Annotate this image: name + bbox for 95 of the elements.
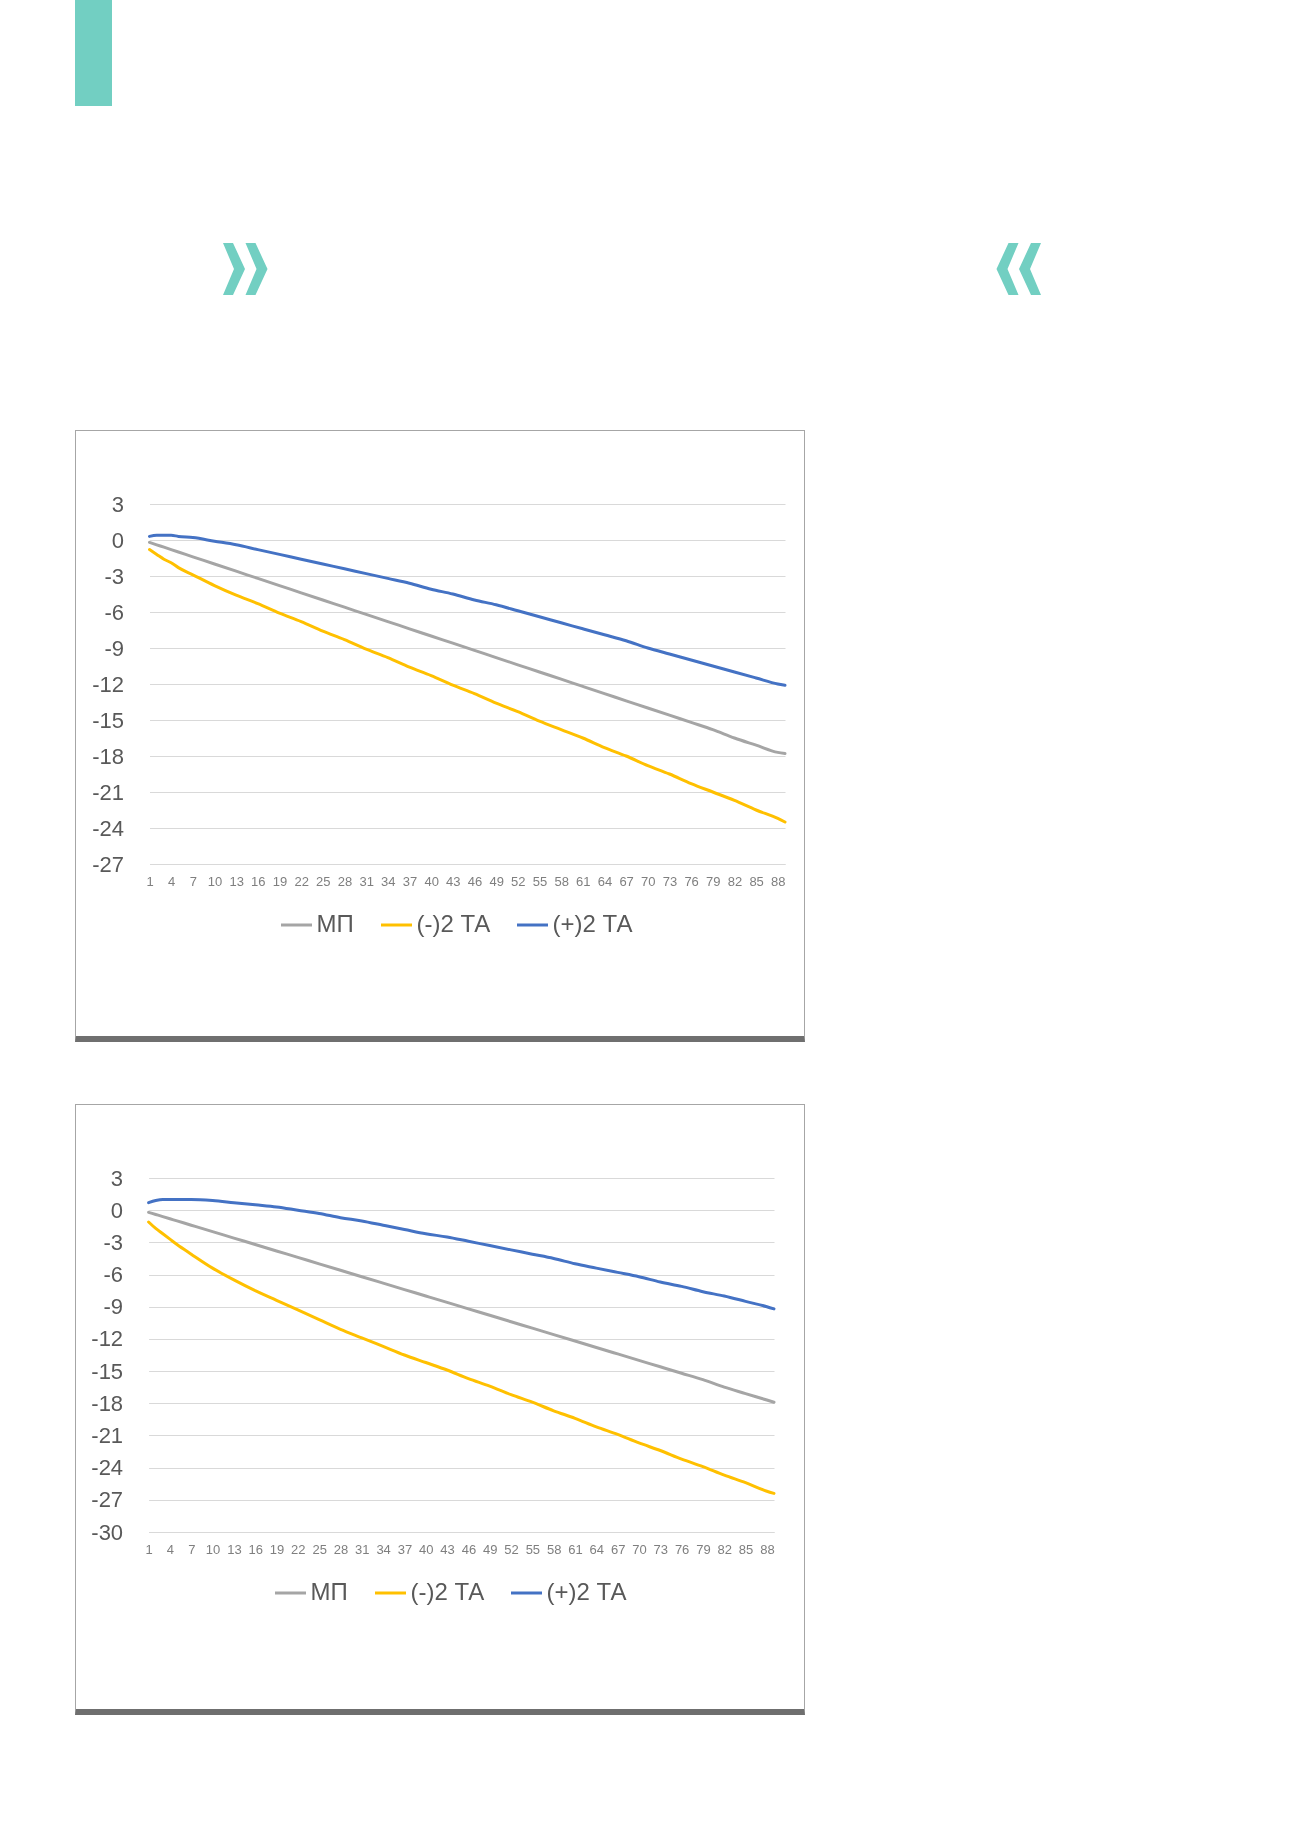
x-tick-label: 25 — [312, 1541, 327, 1557]
x-tick-label: 37 — [397, 1541, 413, 1557]
x-tick-label: 43 — [446, 873, 461, 889]
line-series — [147, 1220, 776, 1495]
x-tick-label: 49 — [482, 1541, 498, 1557]
x-tick-label: 13 — [229, 873, 244, 889]
x-tick-label: 4 — [168, 873, 176, 889]
x-tick-label: 55 — [525, 1541, 541, 1557]
y-tick-label: -12 — [92, 671, 124, 697]
y-tick-label: -30 — [91, 1519, 124, 1545]
line-series — [147, 1210, 776, 1404]
x-tick-label: 7 — [189, 873, 197, 889]
x-tick-label: 37 — [402, 873, 418, 889]
x-tick-label: 49 — [489, 873, 504, 889]
x-tick-label: 64 — [597, 873, 613, 889]
x-tick-label: 28 — [337, 873, 353, 889]
x-tick-label: 31 — [359, 873, 374, 889]
x-tick-label: 7 — [188, 1541, 196, 1557]
x-tick-label: 76 — [684, 873, 699, 889]
x-tick-label: 67 — [619, 873, 634, 889]
y-tick-label: -15 — [91, 1358, 124, 1384]
x-tick-label: 55 — [532, 873, 548, 889]
x-tick-label: 58 — [546, 1541, 562, 1557]
y-tick-label: -24 — [92, 815, 124, 841]
y-tick-label: -15 — [92, 707, 124, 733]
y-tick-label: 0 — [111, 527, 124, 553]
x-tick-label: 85 — [738, 1541, 754, 1557]
x-tick-label: 19 — [269, 1541, 285, 1557]
y-tick-label: -24 — [91, 1455, 124, 1481]
x-tick-label: 52 — [511, 873, 526, 889]
x-tick-label: 73 — [662, 873, 678, 889]
x-tick-label: 85 — [749, 873, 764, 889]
x-tick-label: 16 — [248, 1541, 263, 1557]
line-series — [147, 1197, 776, 1311]
x-tick-label: 22 — [294, 873, 309, 889]
legend-label: (+)2 ТА — [552, 910, 633, 937]
x-tick-label: 46 — [467, 873, 483, 889]
x-tick-label: 19 — [272, 873, 288, 889]
legend-label: МП — [316, 910, 354, 937]
x-tick-label: 61 — [568, 1541, 583, 1557]
x-tick-label: 64 — [589, 1541, 605, 1557]
y-tick-label: -6 — [104, 599, 124, 625]
y-tick-label: 3 — [111, 491, 124, 517]
y-tick-label: -21 — [91, 1422, 124, 1448]
x-tick-label: 67 — [610, 1541, 626, 1557]
y-tick-label: -18 — [91, 1390, 124, 1416]
x-tick-label: 16 — [251, 873, 266, 889]
x-tick-label: 1 — [145, 1541, 153, 1557]
x-tick-label: 22 — [291, 1541, 306, 1557]
y-tick-label: -6 — [103, 1262, 124, 1288]
x-tick-label: 10 — [205, 1541, 221, 1557]
y-tick-label: 3 — [110, 1165, 124, 1191]
legend-label: МП — [310, 1578, 348, 1605]
y-tick-label: 0 — [110, 1197, 124, 1223]
legend-label: (-)2 ТА — [410, 1578, 485, 1605]
legend-label: (+)2 ТА — [546, 1578, 627, 1605]
y-tick-label: -27 — [91, 1487, 124, 1513]
x-tick-label: 40 — [424, 873, 439, 889]
x-tick-label: 28 — [333, 1541, 349, 1557]
x-tick-label: 82 — [727, 873, 743, 889]
x-tick-label: 43 — [440, 1541, 455, 1557]
x-tick-label: 76 — [674, 1541, 690, 1557]
y-tick-label: -27 — [92, 851, 124, 877]
y-tick-label: -9 — [103, 1294, 124, 1320]
x-tick-label: 31 — [355, 1541, 370, 1557]
x-tick-label: 13 — [227, 1541, 242, 1557]
x-tick-label: 52 — [504, 1541, 519, 1557]
x-tick-label: 58 — [554, 873, 569, 889]
x-tick-label: 70 — [632, 1541, 647, 1557]
y-tick-label: -21 — [92, 779, 124, 805]
line-series — [148, 548, 787, 824]
y-tick-label: -9 — [104, 635, 124, 661]
y-tick-label: -3 — [104, 563, 124, 589]
x-tick-label: 73 — [653, 1541, 669, 1557]
x-tick-label: 82 — [717, 1541, 732, 1557]
x-tick-label: 40 — [419, 1541, 434, 1557]
x-tick-label: 88 — [760, 1541, 775, 1557]
line-series — [148, 540, 787, 756]
x-tick-label: 34 — [376, 1541, 391, 1557]
y-tick-label: -12 — [91, 1326, 124, 1352]
x-tick-label: 70 — [641, 873, 656, 889]
x-tick-label: 79 — [706, 873, 721, 889]
x-tick-label: 25 — [316, 873, 331, 889]
x-tick-label: 10 — [207, 873, 223, 889]
line-series — [148, 533, 787, 687]
y-tick-label: -3 — [103, 1229, 124, 1255]
x-tick-label: 1 — [146, 873, 154, 889]
x-tick-label: 61 — [576, 873, 591, 889]
x-tick-label: 34 — [381, 873, 396, 889]
legend-label: (-)2 ТА — [416, 910, 491, 937]
x-tick-label: 88 — [771, 873, 786, 889]
y-tick-label: -18 — [92, 743, 124, 769]
x-tick-label: 4 — [166, 1541, 175, 1557]
x-tick-label: 46 — [461, 1541, 477, 1557]
x-tick-label: 79 — [696, 1541, 711, 1557]
